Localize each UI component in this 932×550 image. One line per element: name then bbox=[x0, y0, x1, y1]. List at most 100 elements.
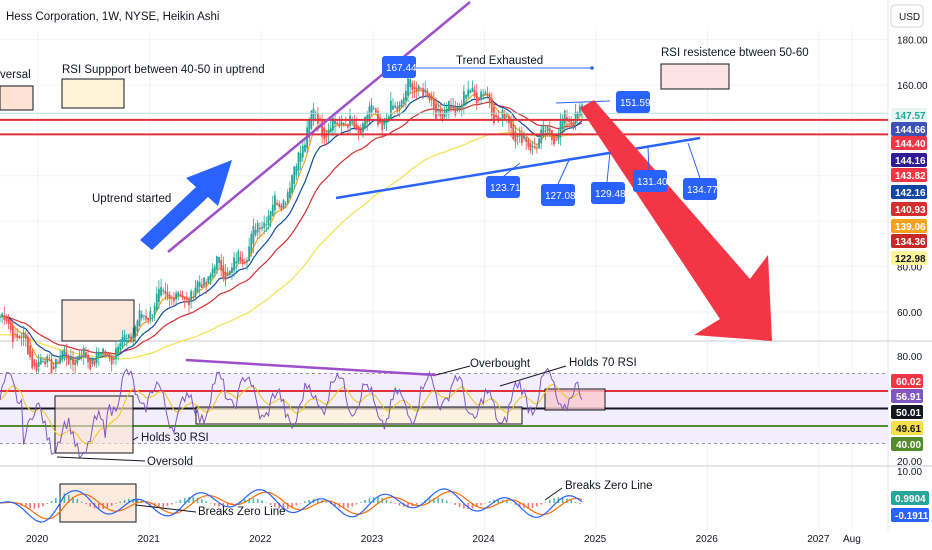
price-tick-label: 60.00 bbox=[897, 308, 922, 319]
candle-body bbox=[155, 293, 158, 311]
macd-histogram-bar bbox=[67, 494, 70, 503]
candle-body bbox=[533, 146, 536, 149]
candle-body bbox=[355, 124, 358, 130]
macd-histogram-bar bbox=[149, 503, 152, 506]
price-tag bbox=[891, 251, 927, 265]
candle-body bbox=[5, 317, 8, 321]
macd-histogram-bar bbox=[37, 503, 40, 509]
candle-body bbox=[299, 153, 302, 162]
candle-body bbox=[553, 134, 555, 145]
macd-tag bbox=[891, 508, 929, 522]
price-tick-label: 80.00 bbox=[897, 263, 922, 274]
candle-body bbox=[570, 120, 573, 125]
macd-histogram-bar bbox=[299, 503, 302, 504]
candle-body bbox=[263, 222, 266, 228]
macd-histogram-bar bbox=[205, 501, 207, 503]
macd-histogram-bar bbox=[317, 499, 319, 503]
candle-body bbox=[9, 321, 12, 331]
candle-body bbox=[520, 134, 523, 143]
price-tag bbox=[891, 234, 927, 248]
candle-body bbox=[250, 233, 253, 254]
candle-body bbox=[480, 91, 482, 100]
candle-body bbox=[185, 297, 188, 301]
macd-histogram-bar bbox=[218, 503, 220, 507]
candle-body bbox=[93, 361, 96, 365]
macd-histogram-bar bbox=[377, 497, 379, 503]
candle-body bbox=[246, 260, 248, 263]
macd-line bbox=[0, 488, 583, 523]
candle-body bbox=[374, 108, 377, 114]
candle-body bbox=[574, 111, 577, 125]
macd-histogram-bar bbox=[115, 503, 117, 504]
macd-histogram-bar bbox=[33, 503, 36, 509]
candle-body bbox=[136, 320, 139, 332]
candle-body bbox=[327, 129, 330, 136]
candle-body bbox=[252, 225, 255, 244]
candle-body bbox=[226, 273, 229, 277]
level-151-tag bbox=[616, 91, 650, 113]
candle-body bbox=[426, 90, 429, 98]
candle-body bbox=[280, 205, 283, 210]
trend-exhausted-note: Trend Exhausted bbox=[456, 55, 543, 67]
candle-body bbox=[420, 87, 422, 89]
candle-body bbox=[235, 261, 238, 264]
price-tag-text: 140.93 bbox=[895, 205, 926, 216]
candle-body bbox=[211, 268, 214, 278]
candle-body bbox=[57, 363, 59, 365]
candle-body bbox=[102, 348, 104, 354]
macd-histogram-bar bbox=[235, 503, 238, 504]
candle-body bbox=[578, 106, 581, 116]
overbought-pointer bbox=[435, 365, 471, 376]
uptrend-arrow-icon bbox=[140, 160, 232, 250]
candle-body bbox=[467, 89, 470, 97]
candle-body bbox=[160, 287, 162, 296]
candle-body bbox=[190, 291, 193, 302]
candle-body bbox=[321, 119, 324, 137]
macd-histogram-bar bbox=[166, 503, 169, 507]
rsi-tag bbox=[891, 374, 923, 388]
macd-histogram-bar bbox=[437, 497, 439, 503]
candle-body bbox=[576, 112, 579, 119]
macd-histogram-bar bbox=[158, 503, 160, 508]
candle-body bbox=[557, 135, 560, 140]
candle-body bbox=[351, 120, 354, 122]
candle-body bbox=[39, 358, 42, 365]
rsi-divergence-line bbox=[185, 358, 437, 377]
macd-histogram-bar bbox=[420, 502, 422, 504]
candle-body bbox=[450, 106, 452, 109]
candle-body bbox=[78, 354, 81, 360]
macd-pane bbox=[0, 483, 583, 523]
macd-histogram-bar bbox=[441, 498, 444, 503]
time-tick-label: 2024 bbox=[472, 534, 495, 545]
macd-histogram-bar bbox=[171, 503, 173, 505]
candle-body bbox=[308, 119, 311, 138]
macd-histogram-bar bbox=[398, 503, 401, 506]
candle-body bbox=[11, 325, 14, 342]
candle-body bbox=[417, 85, 420, 90]
candle-body bbox=[52, 366, 55, 370]
candle-body bbox=[359, 129, 362, 135]
macd-histogram-bar bbox=[458, 503, 461, 508]
candle-body bbox=[469, 90, 472, 94]
macd-histogram-bar bbox=[183, 498, 186, 503]
candle-body bbox=[445, 109, 448, 114]
currency-button[interactable] bbox=[890, 4, 924, 28]
currency-label[interactable]: USD bbox=[899, 12, 920, 23]
candle-body bbox=[121, 337, 124, 347]
price-tag-text: 134.36 bbox=[895, 237, 926, 248]
macd-histogram-bar bbox=[209, 503, 212, 504]
candle-body bbox=[173, 297, 175, 301]
macd-histogram-bar bbox=[518, 503, 521, 507]
macd-histogram-bar bbox=[385, 499, 388, 503]
candle-body bbox=[447, 101, 450, 112]
candle-body bbox=[542, 124, 545, 137]
candle-body bbox=[183, 296, 186, 300]
candle-body bbox=[222, 265, 225, 279]
macd-histogram-bar bbox=[359, 502, 362, 503]
candle-body bbox=[175, 293, 178, 300]
candle-body bbox=[286, 192, 289, 204]
candle-body bbox=[372, 108, 375, 110]
candle-body bbox=[29, 345, 31, 357]
candle-body bbox=[22, 332, 25, 338]
